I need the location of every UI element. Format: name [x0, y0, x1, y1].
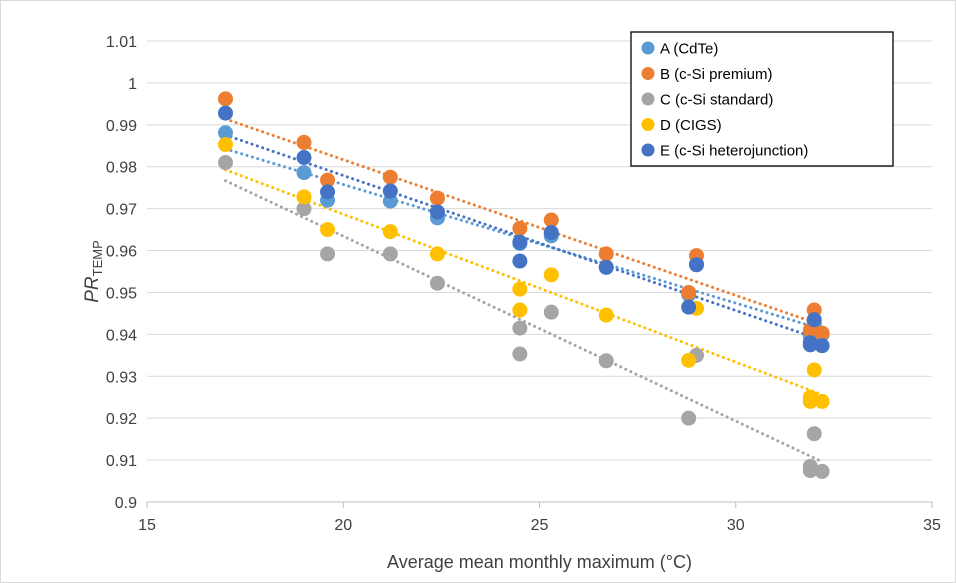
- data-point: [806, 362, 822, 378]
- data-point: [320, 246, 336, 262]
- legend: A (CdTe) B (c-Si premium) C (c-Si standard…: [630, 31, 894, 167]
- data-point: [543, 225, 559, 241]
- legend-box: [630, 31, 894, 167]
- y-tick-label: 0.92: [106, 411, 137, 428]
- trendline: [224, 133, 824, 342]
- axes: 0.9 0.91 0.92 0.93 0.94 0.95 0.96 0.97 0.98 0.99 1…: [106, 34, 941, 534]
- legend-label: A (CdTe): [660, 41, 718, 58]
- data-point: [382, 246, 398, 262]
- y-tick-label: 0.99: [106, 118, 137, 135]
- data-point: [218, 91, 233, 107]
- y-axis-title-subscript: TEMP: [90, 240, 105, 276]
- data-point: [543, 267, 559, 283]
- x-tick-label: 30: [727, 517, 745, 534]
- data-point: [512, 346, 528, 362]
- trendlines: [224, 117, 824, 464]
- data-point: [598, 353, 614, 369]
- y-tick-label: 0.95: [106, 285, 137, 302]
- y-tick-label: 0.98: [106, 160, 137, 177]
- x-axis-title: Average mean monthly maximum (°C): [387, 552, 692, 572]
- data-point: [512, 281, 528, 297]
- legend-marker: [641, 41, 655, 55]
- data-point: [218, 125, 233, 141]
- data-point: [382, 169, 398, 185]
- data-point: [543, 304, 559, 320]
- legend-label: C (c-Si standard): [660, 92, 773, 109]
- data-point: [320, 172, 336, 188]
- trendline: [224, 179, 824, 464]
- y-tick-label: 1: [128, 76, 137, 93]
- x-tick-label: 15: [138, 517, 156, 534]
- data-point: [218, 155, 233, 171]
- data-point: [320, 222, 336, 238]
- data-point: [802, 458, 818, 474]
- data-point: [429, 204, 445, 220]
- legend-marker: [641, 118, 655, 131]
- y-axis-title-main: PR: [82, 276, 103, 303]
- data-point: [296, 134, 312, 150]
- data-point: [218, 137, 233, 153]
- data-point: [814, 325, 830, 341]
- data-point: [806, 426, 822, 442]
- legend-marker: [641, 92, 655, 106]
- x-tick-label: 20: [334, 517, 352, 534]
- data-point: [296, 201, 312, 217]
- data-point: [681, 284, 697, 300]
- y-tick-label: 0.96: [106, 244, 137, 261]
- data-point: [681, 299, 697, 315]
- data-point: [806, 312, 822, 328]
- data-point: [689, 257, 704, 273]
- data-point: [802, 335, 818, 351]
- y-tick-label: 0.9: [115, 495, 137, 512]
- data-point: [296, 150, 312, 166]
- data-point: [814, 338, 830, 354]
- legend-label: D (CIGS): [660, 117, 722, 134]
- gridlines: [147, 40, 932, 461]
- trendline: [224, 117, 824, 327]
- data-point: [598, 246, 614, 262]
- legend-label: E (c-Si heterojunction): [660, 143, 808, 160]
- data-points: [218, 91, 830, 479]
- trendline: [224, 147, 824, 331]
- data-point: [382, 224, 398, 240]
- legend-label: B (c-Si premium): [660, 66, 773, 83]
- y-tick-label: 0.93: [106, 369, 137, 386]
- y-tick-label: 0.91: [106, 453, 137, 470]
- data-point: [512, 220, 528, 236]
- data-point: [512, 302, 528, 318]
- x-tick-label: 35: [923, 517, 941, 534]
- data-point: [296, 165, 312, 181]
- data-point: [218, 105, 233, 121]
- data-point: [814, 463, 830, 479]
- data-point: [802, 389, 818, 405]
- data-point: [598, 307, 614, 323]
- y-tick-label: 0.94: [106, 327, 137, 344]
- data-point: [429, 190, 445, 206]
- y-axis-title: PRTEMP: [82, 240, 105, 303]
- data-point: [512, 253, 528, 269]
- data-point: [382, 183, 398, 199]
- data-point: [512, 234, 528, 250]
- data-point: [296, 189, 312, 205]
- data-point: [814, 393, 830, 409]
- legend-marker: [641, 143, 655, 157]
- data-point: [512, 320, 528, 336]
- y-tick-label: 1.01: [106, 34, 137, 51]
- data-point: [681, 352, 697, 368]
- x-tick-label: 25: [531, 517, 549, 534]
- data-point: [320, 184, 336, 200]
- data-point: [429, 246, 445, 262]
- legend-marker: [641, 67, 655, 80]
- data-point: [598, 259, 614, 275]
- data-point: [681, 410, 697, 426]
- data-point: [429, 275, 445, 291]
- data-point: [543, 212, 559, 228]
- y-tick-label: 0.97: [106, 202, 137, 219]
